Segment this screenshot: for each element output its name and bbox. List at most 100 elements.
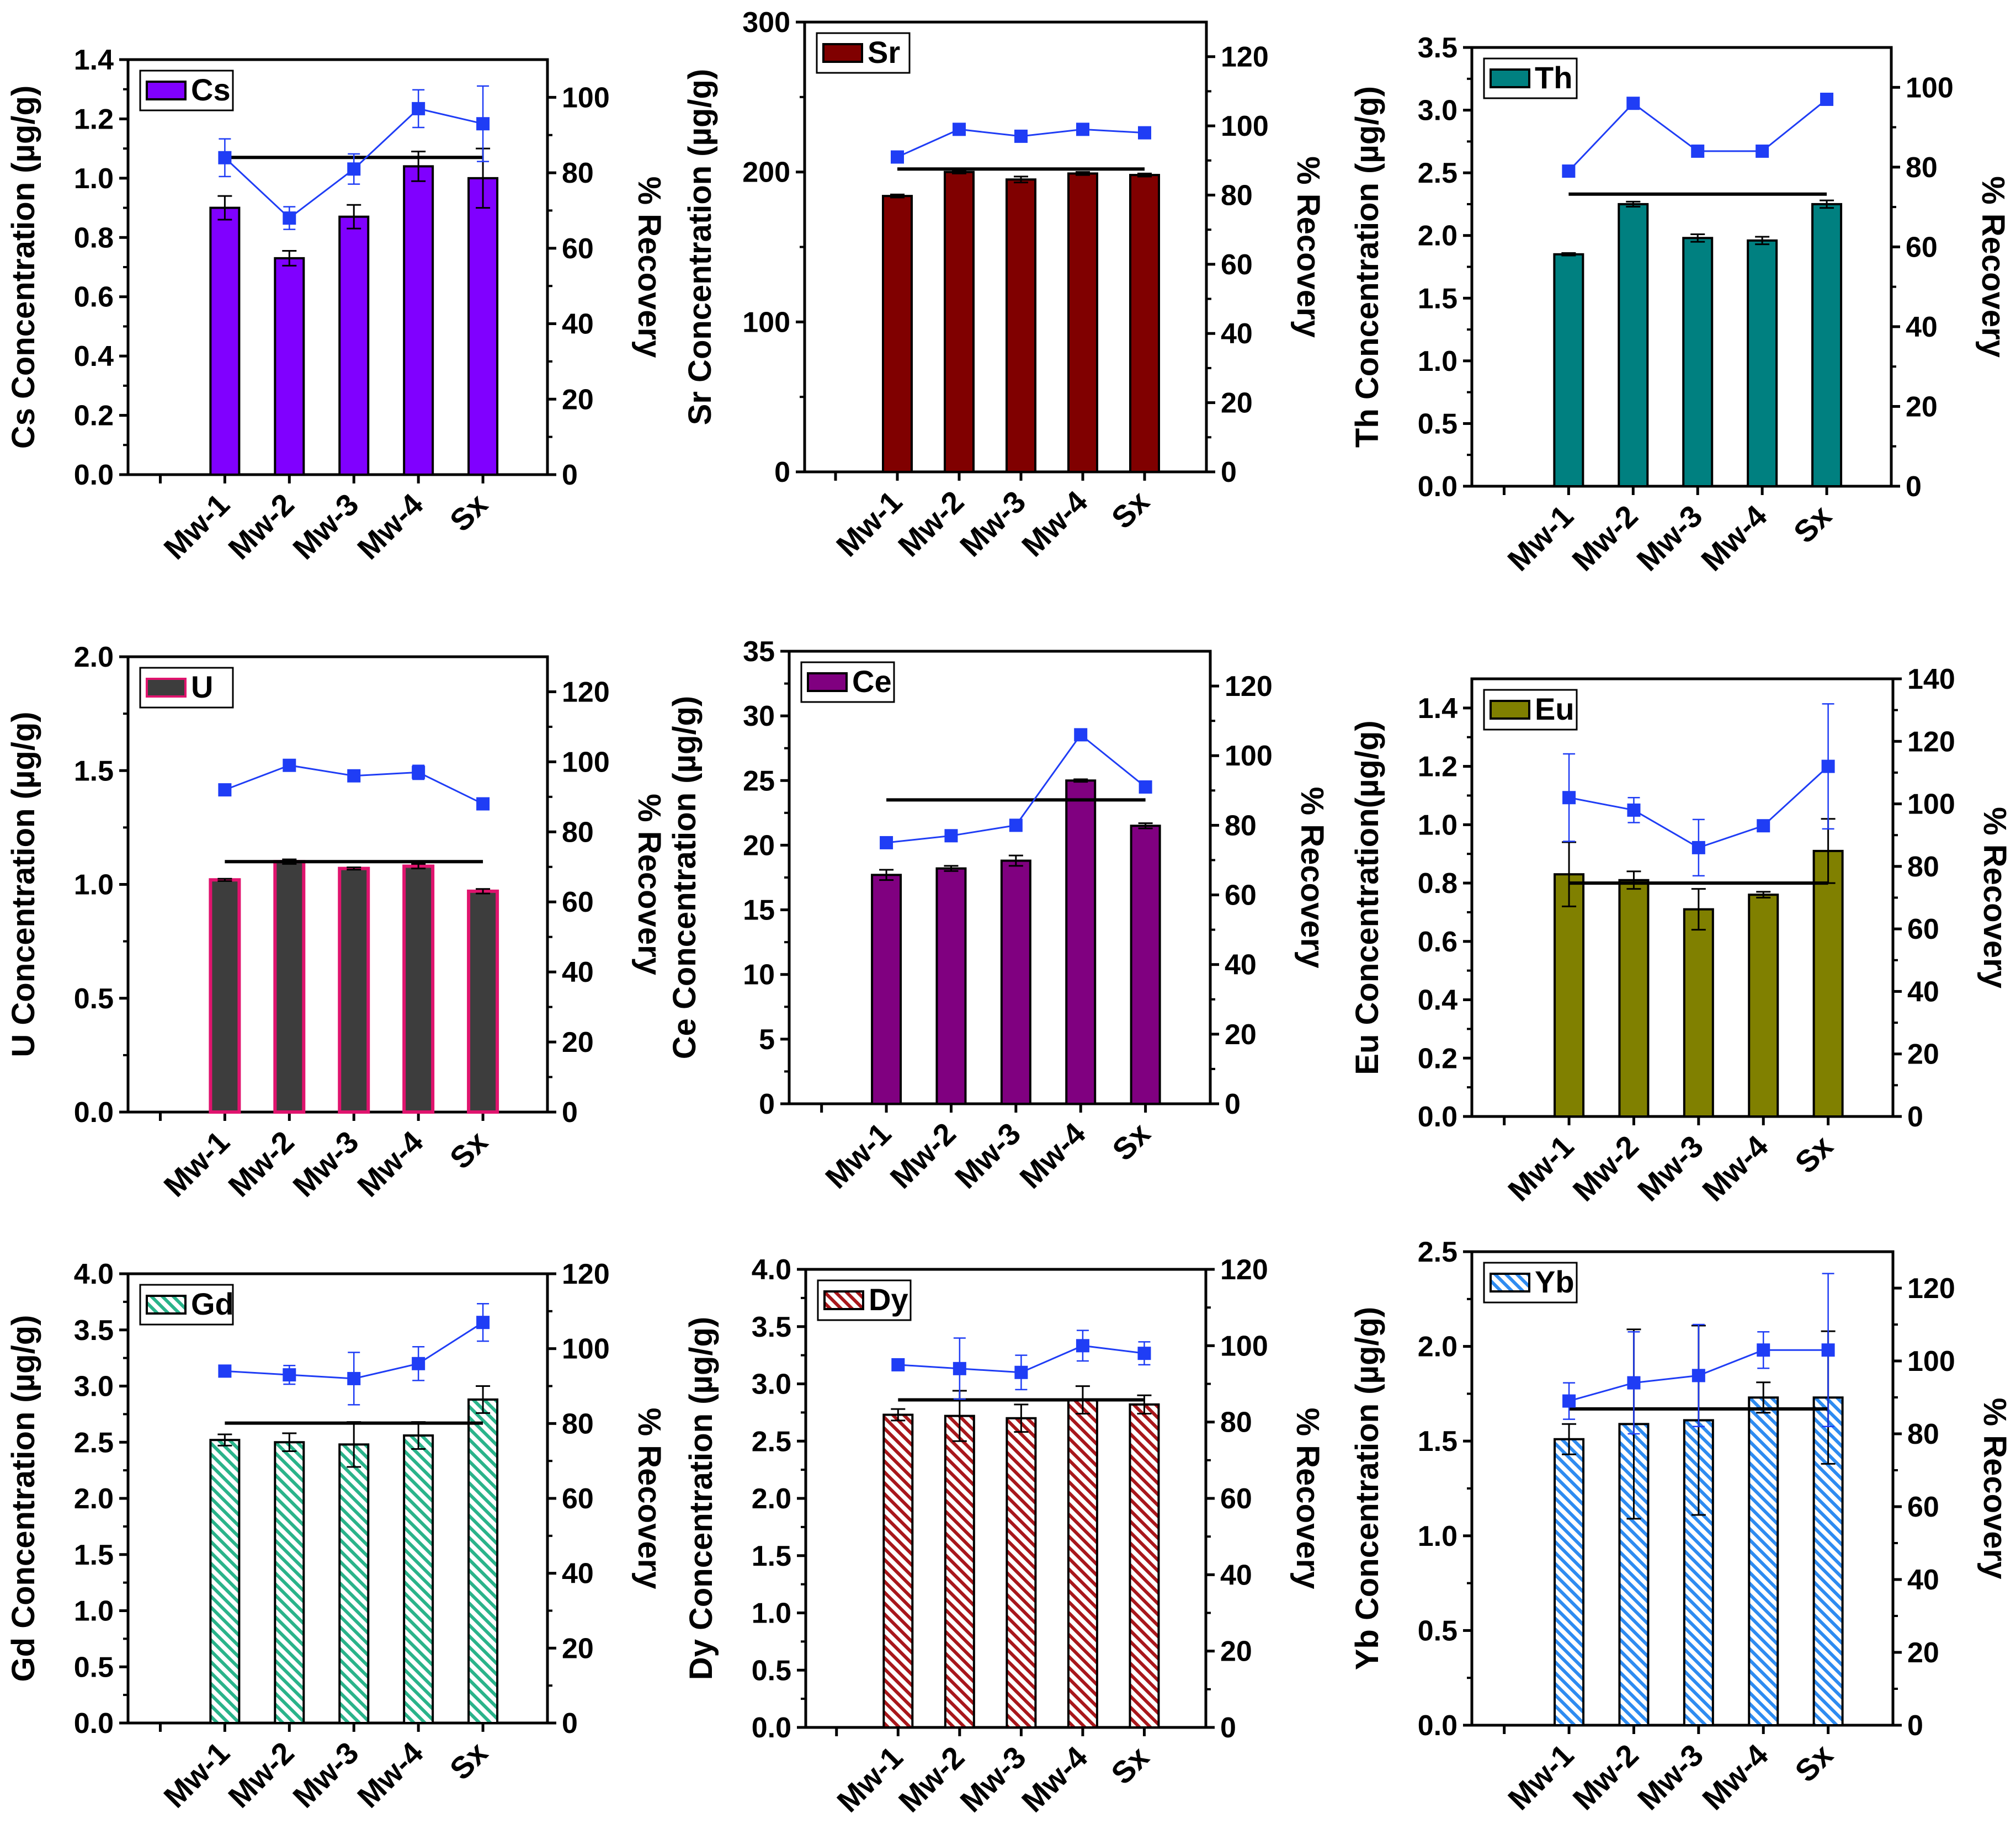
- legend-swatch: [807, 672, 848, 692]
- bar: [1067, 1398, 1098, 1729]
- y-axis-label: Dy Concentration (µg/g): [683, 1317, 719, 1681]
- recovery-point: [218, 783, 232, 797]
- y2-axis-label: % Recovery: [631, 177, 667, 358]
- panel-Eu: 0.0 0.2 0.4 0.6 0.8 1.0 1.2 1.4 0 20 40 60 80 100 120 1…: [1349, 663, 2013, 1208]
- y-tick-label: 0.5: [74, 983, 114, 1015]
- y2-tick-label: 20: [562, 1027, 594, 1059]
- y-tick-label: 0.5: [1418, 408, 1458, 440]
- y2-tick-label: 40: [562, 309, 594, 341]
- y2-tick-label: 40: [1220, 1559, 1252, 1591]
- y-tick-label: 1.5: [1418, 1426, 1458, 1458]
- bar: [1000, 859, 1031, 1105]
- recovery-point: [953, 123, 966, 136]
- x-tick-label: Mw-4: [1695, 1129, 1775, 1208]
- recovery-point: [283, 211, 296, 225]
- y-tick-label: 200: [742, 157, 790, 189]
- recovery-point: [1014, 129, 1028, 143]
- bar: [274, 1441, 305, 1724]
- y-tick-label: 1.0: [1418, 809, 1458, 841]
- bar: [1618, 1423, 1650, 1726]
- y-tick-label: 2.0: [1418, 220, 1458, 252]
- recovery-point: [1138, 126, 1151, 140]
- bar: [944, 171, 975, 473]
- x-tick-label: Sx: [1787, 498, 1838, 550]
- y-tick-label: 0: [774, 456, 790, 488]
- bar: [1682, 237, 1714, 487]
- y2-tick-label: 40: [562, 956, 594, 988]
- y2-axis-label: % Recovery: [1294, 787, 1330, 969]
- y-tick-label: 0.4: [74, 341, 114, 373]
- y-tick-label: 0.0: [1418, 471, 1458, 503]
- y-tick-label: 3.5: [752, 1311, 791, 1343]
- recovery-point: [953, 1362, 966, 1375]
- y-tick-label: 2.5: [752, 1426, 791, 1458]
- legend-label: U: [191, 669, 213, 704]
- y2-tick-label: 0: [1220, 1712, 1236, 1744]
- panel-Cs: 0.0 0.2 0.4 0.6 0.8 1.0 1.2 1.4 0 20 40 60 80 100 Mw-1…: [6, 44, 667, 566]
- y-tick-label: 0.8: [1418, 868, 1458, 900]
- x-tick-label: Mw-2: [883, 1116, 962, 1195]
- x-tick-label: Mw-1: [157, 487, 236, 566]
- bar: [944, 1414, 975, 1729]
- y2-tick-label: 0: [1225, 1088, 1241, 1120]
- recovery-point: [412, 765, 425, 779]
- y2-tick-label: 100: [1907, 789, 1955, 821]
- y2-tick-label: 60: [562, 233, 594, 265]
- legend-swatch: [823, 1290, 864, 1310]
- y2-tick-label: 120: [1907, 726, 1955, 758]
- legend: Cs: [139, 70, 234, 111]
- recovery-point: [283, 758, 296, 772]
- y-tick-label: 0.4: [1418, 985, 1458, 1017]
- bar: [1747, 239, 1778, 487]
- x-tick-label: Mw-3: [1630, 498, 1709, 578]
- panel-Yb: 0.00.51.01.52.02.5020406080100120Mw-1Mw-…: [1349, 1236, 2013, 1816]
- recovery-point: [1757, 1343, 1770, 1357]
- y-tick-label: 1.2: [74, 103, 114, 135]
- recovery-point: [1691, 144, 1705, 158]
- x-tick-label: Mw-2: [1566, 1737, 1645, 1817]
- y2-axis-label: % Recovery: [1290, 1408, 1326, 1589]
- y-tick-label: 100: [742, 306, 790, 338]
- bar: [1748, 1396, 1779, 1726]
- bar: [1006, 178, 1036, 473]
- y-tick-label: 3.0: [1418, 95, 1458, 127]
- y-tick-label: 35: [743, 636, 775, 668]
- bar: [1812, 849, 1844, 1118]
- legend-label: Th: [1535, 60, 1572, 95]
- x-tick-label: Mw-2: [221, 1735, 301, 1815]
- bar: [1067, 172, 1098, 473]
- bar: [1683, 908, 1714, 1118]
- y2-tick-label: 60: [1906, 231, 1938, 263]
- x-tick-label: Mw-4: [1015, 1740, 1094, 1819]
- y-tick-label: 1.4: [74, 44, 114, 76]
- y-tick-label: 2.0: [752, 1483, 791, 1515]
- recovery-point: [476, 797, 490, 811]
- y-axis-label: Gd Concentration (µg/g): [6, 1315, 41, 1682]
- recovery-point: [347, 162, 361, 176]
- x-tick-label: Sx: [443, 487, 494, 538]
- recovery-point: [1756, 144, 1769, 158]
- bar: [273, 860, 306, 1114]
- panel-Th: 0.0 0.5 1.0 1.5 2.0 2.5 3.0 3.5 0 20 40 60 80 100 Mw-1…: [1349, 32, 2011, 577]
- y-tick-label: 15: [743, 895, 775, 927]
- y2-tick-label: 100: [562, 82, 610, 114]
- recovery-point: [891, 150, 904, 164]
- y2-tick-label: 0: [562, 1708, 578, 1740]
- y-axis-label: Eu Concentration(µg/g): [1349, 720, 1385, 1075]
- recovery-line: [1568, 98, 1828, 172]
- bar: [1748, 894, 1779, 1118]
- x-tick-label: Mw-3: [286, 1735, 365, 1815]
- y2-tick-label: 60: [1220, 1483, 1252, 1515]
- y-tick-label: 2.5: [1418, 157, 1458, 189]
- y2-tick-label: 80: [1225, 810, 1257, 842]
- x-tick-label: Mw-3: [286, 487, 365, 566]
- recovery-point: [476, 117, 490, 131]
- y-tick-label: 0.6: [1418, 926, 1458, 958]
- recovery-point: [412, 102, 425, 115]
- x-tick-label: Mw-2: [221, 487, 301, 566]
- x-tick-label: Mw-3: [286, 1124, 365, 1204]
- y-tick-label: 0.5: [752, 1655, 791, 1687]
- y-tick-label: 10: [743, 959, 775, 991]
- y2-tick-label: 20: [562, 384, 594, 416]
